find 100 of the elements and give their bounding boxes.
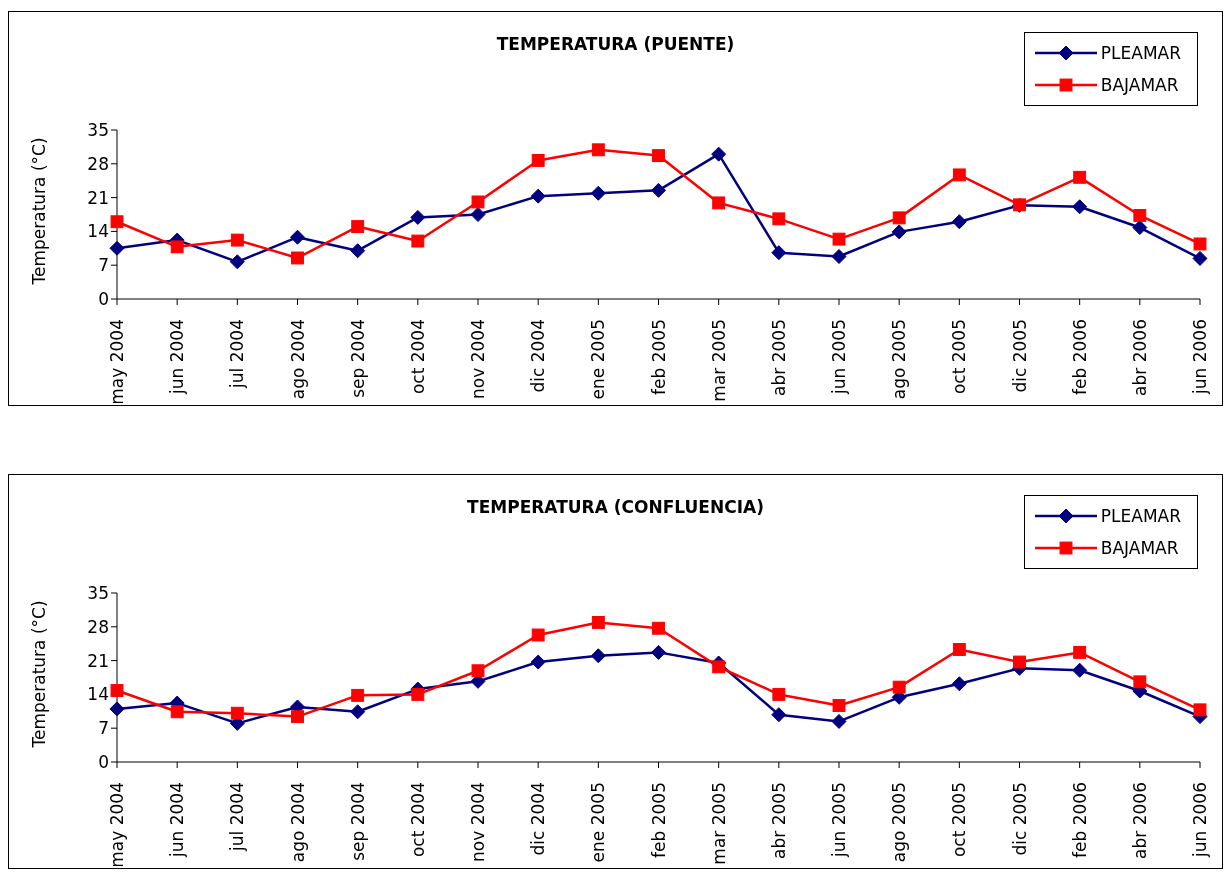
point [410,209,426,225]
point [291,251,304,265]
x-tick-label: jun 2005 [829,319,849,395]
point [951,214,967,230]
legend-label: BAJAMAR [1100,538,1179,558]
point [892,211,906,225]
point [952,643,966,656]
point [652,149,665,163]
y-axis-title: Temperatura (°C) [29,600,50,749]
point [711,146,727,162]
point [892,680,906,694]
y-tick-label: 14 [87,684,109,705]
point [1133,209,1147,222]
x-tick-label: abr 2006 [1129,782,1150,859]
x-tick-label: ene 2005 [588,319,609,400]
point [351,220,365,234]
chart-title: TEMPERATURA (PUENTE) [496,34,735,54]
point [471,664,485,678]
x-tick-label: dic 2005 [1009,319,1030,393]
x-tick-label: jul 2004 [227,319,248,389]
point [590,648,606,664]
x-tick-label: jun 2006 [1190,782,1210,858]
point [831,713,847,729]
y-tick-label: 21 [87,650,109,671]
point [531,628,545,642]
point [530,188,546,204]
legend-label: PLEAMAR [1100,43,1181,63]
y-tick-label: 0 [98,752,109,773]
point [471,195,485,209]
point [470,207,486,222]
x-tick-label: ago 2004 [287,782,308,863]
x-tick-label: sep 2004 [347,782,368,861]
point [832,232,846,246]
point [771,245,787,261]
x-tick-label: sep 2004 [347,319,368,398]
point [1073,170,1087,184]
point [230,233,244,247]
point [530,654,546,670]
point [1192,250,1208,266]
point [771,707,787,723]
point [229,254,245,270]
point [411,234,425,248]
x-tick-label: nov 2004 [468,782,488,862]
point [1072,199,1088,215]
point [1133,675,1147,689]
point [772,212,786,226]
point [230,706,244,720]
point [109,240,125,256]
point [109,701,125,717]
legend-label: BAJAMAR [1100,75,1179,95]
y-tick-label: 14 [87,221,109,242]
point [1072,662,1088,678]
x-tick-label: oct 2005 [949,319,970,395]
point [651,182,666,198]
point [110,684,124,697]
legend-label: PLEAMAR [1100,506,1181,526]
x-tick-label: feb 2006 [1069,319,1090,395]
point [531,153,545,167]
y-tick-label: 35 [87,120,109,141]
point [350,243,366,259]
y-axis-title: Temperatura (°C) [29,137,50,286]
point [350,704,366,720]
point [411,687,425,701]
point [891,224,907,240]
x-tick-label: oct 2004 [407,319,428,395]
x-tick-label: feb 2005 [648,782,669,858]
x-tick-label: nov 2004 [468,319,488,399]
x-tick-label: feb 2006 [1069,782,1090,858]
y-tick-label: 7 [98,255,109,276]
x-tick-label: mar 2005 [708,319,729,402]
point [951,676,967,692]
point [1193,237,1207,251]
point [170,240,184,254]
point [1132,220,1148,236]
x-tick-label: jun 2004 [167,319,188,395]
x-tick-label: abr 2005 [768,319,789,396]
point [290,229,305,245]
point [1073,645,1087,659]
x-tick-label: jun 2006 [1190,319,1210,395]
point [651,644,666,660]
point [170,705,184,719]
x-tick-label: abr 2006 [1129,319,1150,396]
x-tick-label: mar 2005 [708,782,729,865]
point [712,660,726,674]
x-tick-label: jul 2004 [227,782,248,852]
y-tick-label: 7 [98,718,109,739]
point [110,215,124,229]
y-tick-label: 0 [98,289,109,310]
point [291,710,304,724]
point [772,687,786,701]
x-tick-label: oct 2004 [407,782,428,858]
point [832,699,846,712]
point [591,616,605,629]
x-tick-label: ago 2004 [287,319,308,400]
point [712,196,726,210]
x-tick-label: oct 2005 [949,782,970,858]
x-tick-label: jun 2004 [167,782,188,858]
x-tick-label: dic 2005 [1009,782,1030,856]
x-tick-label: feb 2005 [648,319,669,395]
point [591,143,605,157]
